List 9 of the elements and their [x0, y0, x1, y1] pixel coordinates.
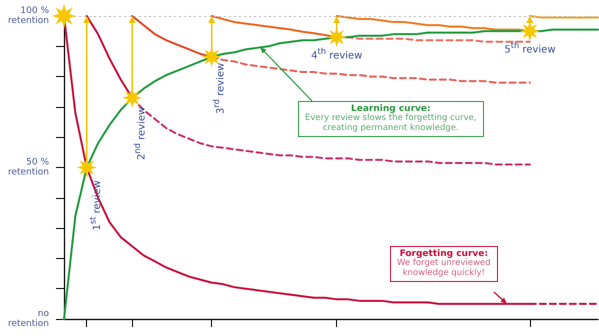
annotation: 4$^{th}$ review [311, 46, 362, 62]
annotation: We forget unreviewed knowledge quickly! [397, 258, 491, 278]
y-tick-label: 50 % retention [8, 158, 50, 178]
y-tick-label: 100 % retention [8, 6, 50, 26]
annotation: 5$^{th}$ review [504, 40, 556, 56]
annotation: Learning curve: [351, 104, 431, 114]
annotation: Forgetting curve: [400, 249, 488, 259]
annotation: Every review slows the forgetting curve, creating permanent knowledge. [305, 113, 477, 134]
y-tick-label: no retention [8, 309, 50, 329]
